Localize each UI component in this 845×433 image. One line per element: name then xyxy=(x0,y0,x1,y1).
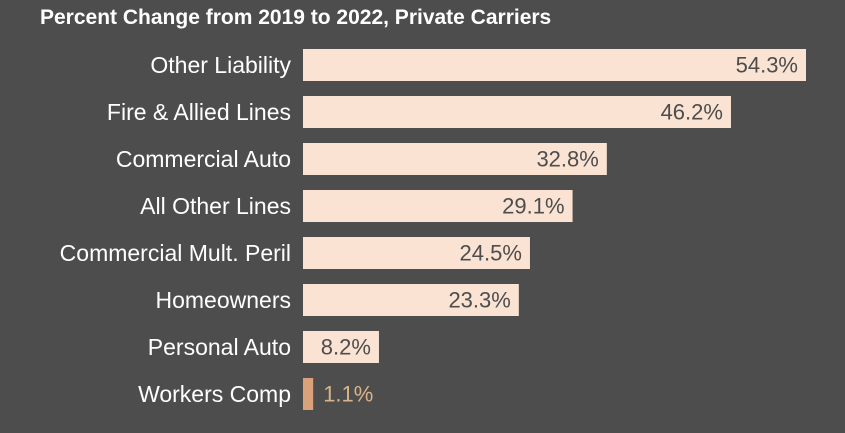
bar xyxy=(303,378,314,410)
category-label: Personal Auto xyxy=(148,334,291,360)
value-label: 8.2% xyxy=(321,335,371,360)
category-label: Other Liability xyxy=(150,52,291,78)
category-label: Commercial Mult. Peril xyxy=(60,240,291,266)
value-label: 1.1% xyxy=(323,382,373,407)
value-label: 29.1% xyxy=(502,194,564,219)
category-label: Workers Comp xyxy=(138,381,291,407)
category-label: All Other Lines xyxy=(140,193,291,219)
value-label: 23.3% xyxy=(448,288,510,313)
bar xyxy=(303,190,573,222)
bar xyxy=(303,143,607,175)
bar xyxy=(303,49,806,81)
bar xyxy=(303,96,731,128)
value-label: 24.5% xyxy=(460,241,522,266)
bar xyxy=(303,331,379,363)
bar xyxy=(303,284,519,316)
bar xyxy=(303,237,530,269)
category-label: Homeowners xyxy=(156,287,292,313)
category-label: Fire & Allied Lines xyxy=(107,99,291,125)
chart-title: Percent Change from 2019 to 2022, Privat… xyxy=(40,6,552,29)
category-label: Commercial Auto xyxy=(116,146,291,172)
value-label: 46.2% xyxy=(661,100,723,125)
value-label: 32.8% xyxy=(536,147,598,172)
value-label: 54.3% xyxy=(736,53,798,78)
